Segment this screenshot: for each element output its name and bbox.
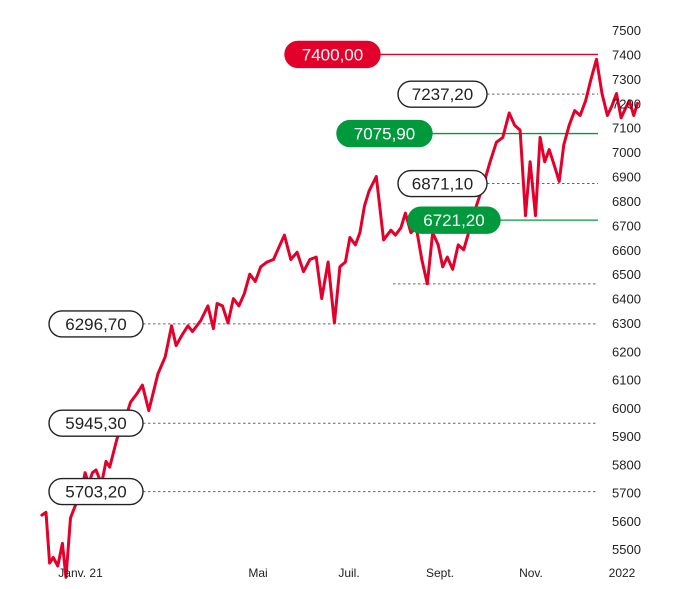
y-tick-label: 6400: [612, 292, 641, 307]
annotation-pill: [284, 40, 381, 69]
y-tick-label: 6700: [612, 218, 641, 233]
annotation-label: 6871,10: [412, 175, 473, 194]
annotation-label: 5945,30: [65, 414, 126, 433]
y-tick-label: 7500: [612, 23, 641, 38]
x-axis: Janv. 21 Mai Juil. Sept. Nov. 2022: [58, 566, 635, 580]
y-tick-label: 5600: [612, 514, 641, 529]
y-tick-label: 5700: [612, 486, 641, 501]
x-tick-label: Janv. 21: [58, 566, 103, 580]
annotation-pill: [48, 310, 144, 338]
annotation-pill: [336, 119, 433, 148]
annotation-label: 5703,20: [65, 483, 126, 502]
y-tick-label: 6000: [612, 401, 641, 416]
x-tick-label: Mai: [248, 566, 267, 580]
y-tick-label: 5900: [612, 429, 641, 444]
x-tick-label: Juil.: [338, 566, 359, 580]
y-tick-label: 7300: [612, 72, 641, 87]
annotation-pill: [48, 477, 144, 506]
annotation-label: 7400,00: [302, 45, 363, 64]
annotation-label: 6721,20: [423, 211, 484, 230]
annotation-pill: [397, 80, 488, 108]
annotation-pill: [48, 409, 144, 437]
annotation-labels: 7400,00 7237,20 7075,90 6871,10 6721,20 6296,…: [48, 40, 501, 506]
reference-lines: [143, 53, 598, 493]
annotation-label: 6296,70: [65, 315, 126, 334]
y-tick-label: 6500: [612, 267, 641, 282]
y-tick-label: 5800: [612, 457, 641, 472]
y-tick-label: 6600: [612, 243, 641, 258]
y-tick-label: 6900: [612, 170, 641, 185]
y-tick-label: 6100: [612, 373, 641, 388]
annotation-pill: [407, 206, 501, 234]
x-tick-label: Nov.: [519, 566, 543, 580]
y-tick-label: 7000: [612, 145, 641, 160]
y-axis: 7500 7400 7300 7200 7100 7000 6900 6800 6700 6600…: [612, 23, 641, 557]
x-tick-label: 2022: [609, 566, 636, 580]
y-tick-label: 7200: [612, 96, 641, 111]
y-tick-label: 6800: [612, 194, 641, 209]
y-tick-label: 6300: [612, 316, 641, 331]
annotation-label: 7237,20: [412, 85, 473, 104]
x-tick-label: Sept.: [426, 566, 454, 580]
annotation-label: 7075,90: [354, 125, 415, 144]
y-tick-label: 6200: [612, 344, 641, 359]
annotation-pill: [397, 169, 488, 198]
y-tick-label: 7400: [612, 47, 641, 62]
y-tick-label: 7100: [612, 121, 641, 136]
y-tick-label: 5500: [612, 542, 641, 557]
